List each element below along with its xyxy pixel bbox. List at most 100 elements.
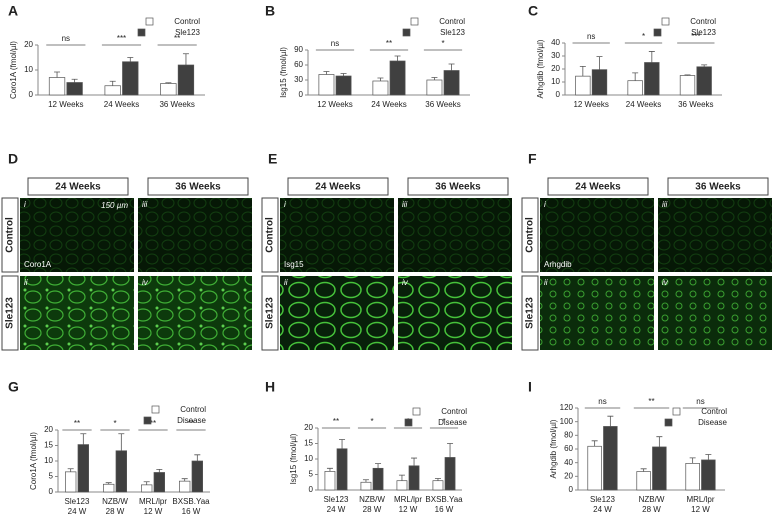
error-bar: [340, 73, 347, 76]
significance-label: **: [74, 419, 80, 428]
y-axis-label: Isg15 (fmol/µl): [279, 47, 288, 98]
x-tick-label: NZB/W: [639, 495, 665, 504]
bar: [372, 80, 389, 96]
panel-label: E: [268, 151, 277, 167]
column-header: 24 Weeks: [315, 182, 361, 193]
error-bar: [640, 468, 647, 472]
bar: [177, 64, 195, 96]
subpanel-label: iii: [402, 200, 408, 209]
subpanel-label: iii: [142, 200, 148, 209]
x-tick-label: MRL/lpr: [686, 495, 714, 504]
error-bar: [323, 71, 330, 75]
row-header-box: [521, 197, 539, 273]
legend-swatch: [672, 407, 681, 416]
error-bar: [362, 479, 369, 483]
marker-label: Coro1A: [24, 260, 52, 269]
bar: [426, 79, 443, 96]
error-bar: [181, 478, 188, 482]
panel-label: I: [528, 379, 532, 395]
x-tick-sublabel: 28 W: [642, 505, 661, 514]
y-tick-label: 120: [560, 403, 574, 412]
x-tick-label: NZB/W: [102, 497, 128, 506]
bar: [644, 62, 660, 96]
micrograph: [138, 276, 252, 350]
error-bar: [156, 468, 163, 473]
legend-label: Sle123: [691, 28, 716, 37]
legend-label: Disease: [438, 418, 467, 427]
subpanel-label: i: [284, 200, 286, 209]
micrograph: [398, 276, 512, 350]
bar: [48, 77, 66, 96]
column-header-box: [407, 177, 509, 196]
legend-label: Control: [174, 17, 200, 26]
x-tick-label: 36 Weeks: [425, 100, 460, 109]
y-tick-label: 5: [309, 470, 314, 479]
bar: [396, 480, 408, 491]
error-bar: [377, 77, 384, 81]
significance-label: *: [441, 39, 444, 48]
x-tick-sublabel: 24 W: [327, 505, 346, 514]
bar: [324, 471, 336, 491]
y-tick-label: 0: [299, 90, 304, 99]
y-axis-label: Coro1A (fmol/µl): [29, 432, 38, 490]
error-bar: [689, 457, 696, 464]
column-header-box: [667, 177, 769, 196]
row-header-box: [261, 197, 279, 273]
micrograph: [540, 198, 654, 272]
significance-label: ns: [587, 32, 595, 41]
bar: [104, 85, 121, 96]
legend-label: Disease: [177, 416, 206, 425]
y-tick-label: 0: [29, 90, 34, 99]
row-header-box: [521, 275, 539, 351]
y-tick-label: 15: [304, 439, 313, 448]
row-header: Control: [265, 217, 276, 253]
panel-label: A: [8, 3, 18, 19]
micrograph: [20, 198, 134, 272]
legend-label: Sle123: [175, 28, 200, 37]
y-tick-label: 5: [49, 472, 54, 481]
marker-label: Isg15: [284, 260, 304, 269]
x-tick-sublabel: 24 W: [68, 507, 87, 516]
error-bar: [434, 478, 441, 481]
row-header: Control: [5, 217, 16, 253]
x-tick-label: Sle123: [324, 495, 349, 504]
column-header: 24 Weeks: [55, 182, 101, 193]
significance-label: **: [188, 419, 194, 428]
micrograph: [658, 276, 772, 350]
row-header: Control: [525, 217, 536, 253]
legend-swatch: [653, 28, 662, 37]
significance-label: **: [174, 34, 180, 43]
error-bar: [326, 467, 333, 472]
column-header: 36 Weeks: [435, 182, 481, 193]
x-tick-label: MRL/lpr: [394, 495, 422, 504]
bar: [141, 484, 153, 493]
y-tick-label: 60: [294, 60, 303, 69]
x-tick-label: 12 Weeks: [317, 100, 352, 109]
bar: [115, 450, 127, 493]
error-bar: [105, 482, 112, 485]
significance-label: **: [150, 419, 156, 428]
error-bar: [411, 457, 418, 466]
significance-label: **: [386, 39, 392, 48]
error-bar: [375, 463, 382, 469]
x-tick-label: NZB/W: [359, 495, 385, 504]
bar: [335, 75, 352, 96]
significance-label: ***: [117, 34, 126, 43]
legend-label: Control: [439, 17, 465, 26]
error-bar: [607, 415, 614, 427]
error-bar: [701, 64, 708, 67]
x-tick-label: 12 Weeks: [48, 100, 83, 109]
bar: [587, 445, 602, 491]
bar: [591, 69, 608, 96]
subpanel-label: i: [24, 200, 26, 209]
significance-label: ns: [62, 34, 70, 43]
bar: [153, 472, 165, 493]
significance-label: ***: [691, 32, 700, 41]
y-tick-label: 30: [294, 75, 303, 84]
subpanel-label: iv: [142, 278, 149, 287]
subpanel-label: ii: [284, 278, 288, 287]
error-bar: [648, 51, 655, 63]
x-tick-label: MRL/lpr: [139, 497, 167, 506]
error-bar: [596, 56, 603, 70]
significance-label: *: [113, 419, 116, 428]
